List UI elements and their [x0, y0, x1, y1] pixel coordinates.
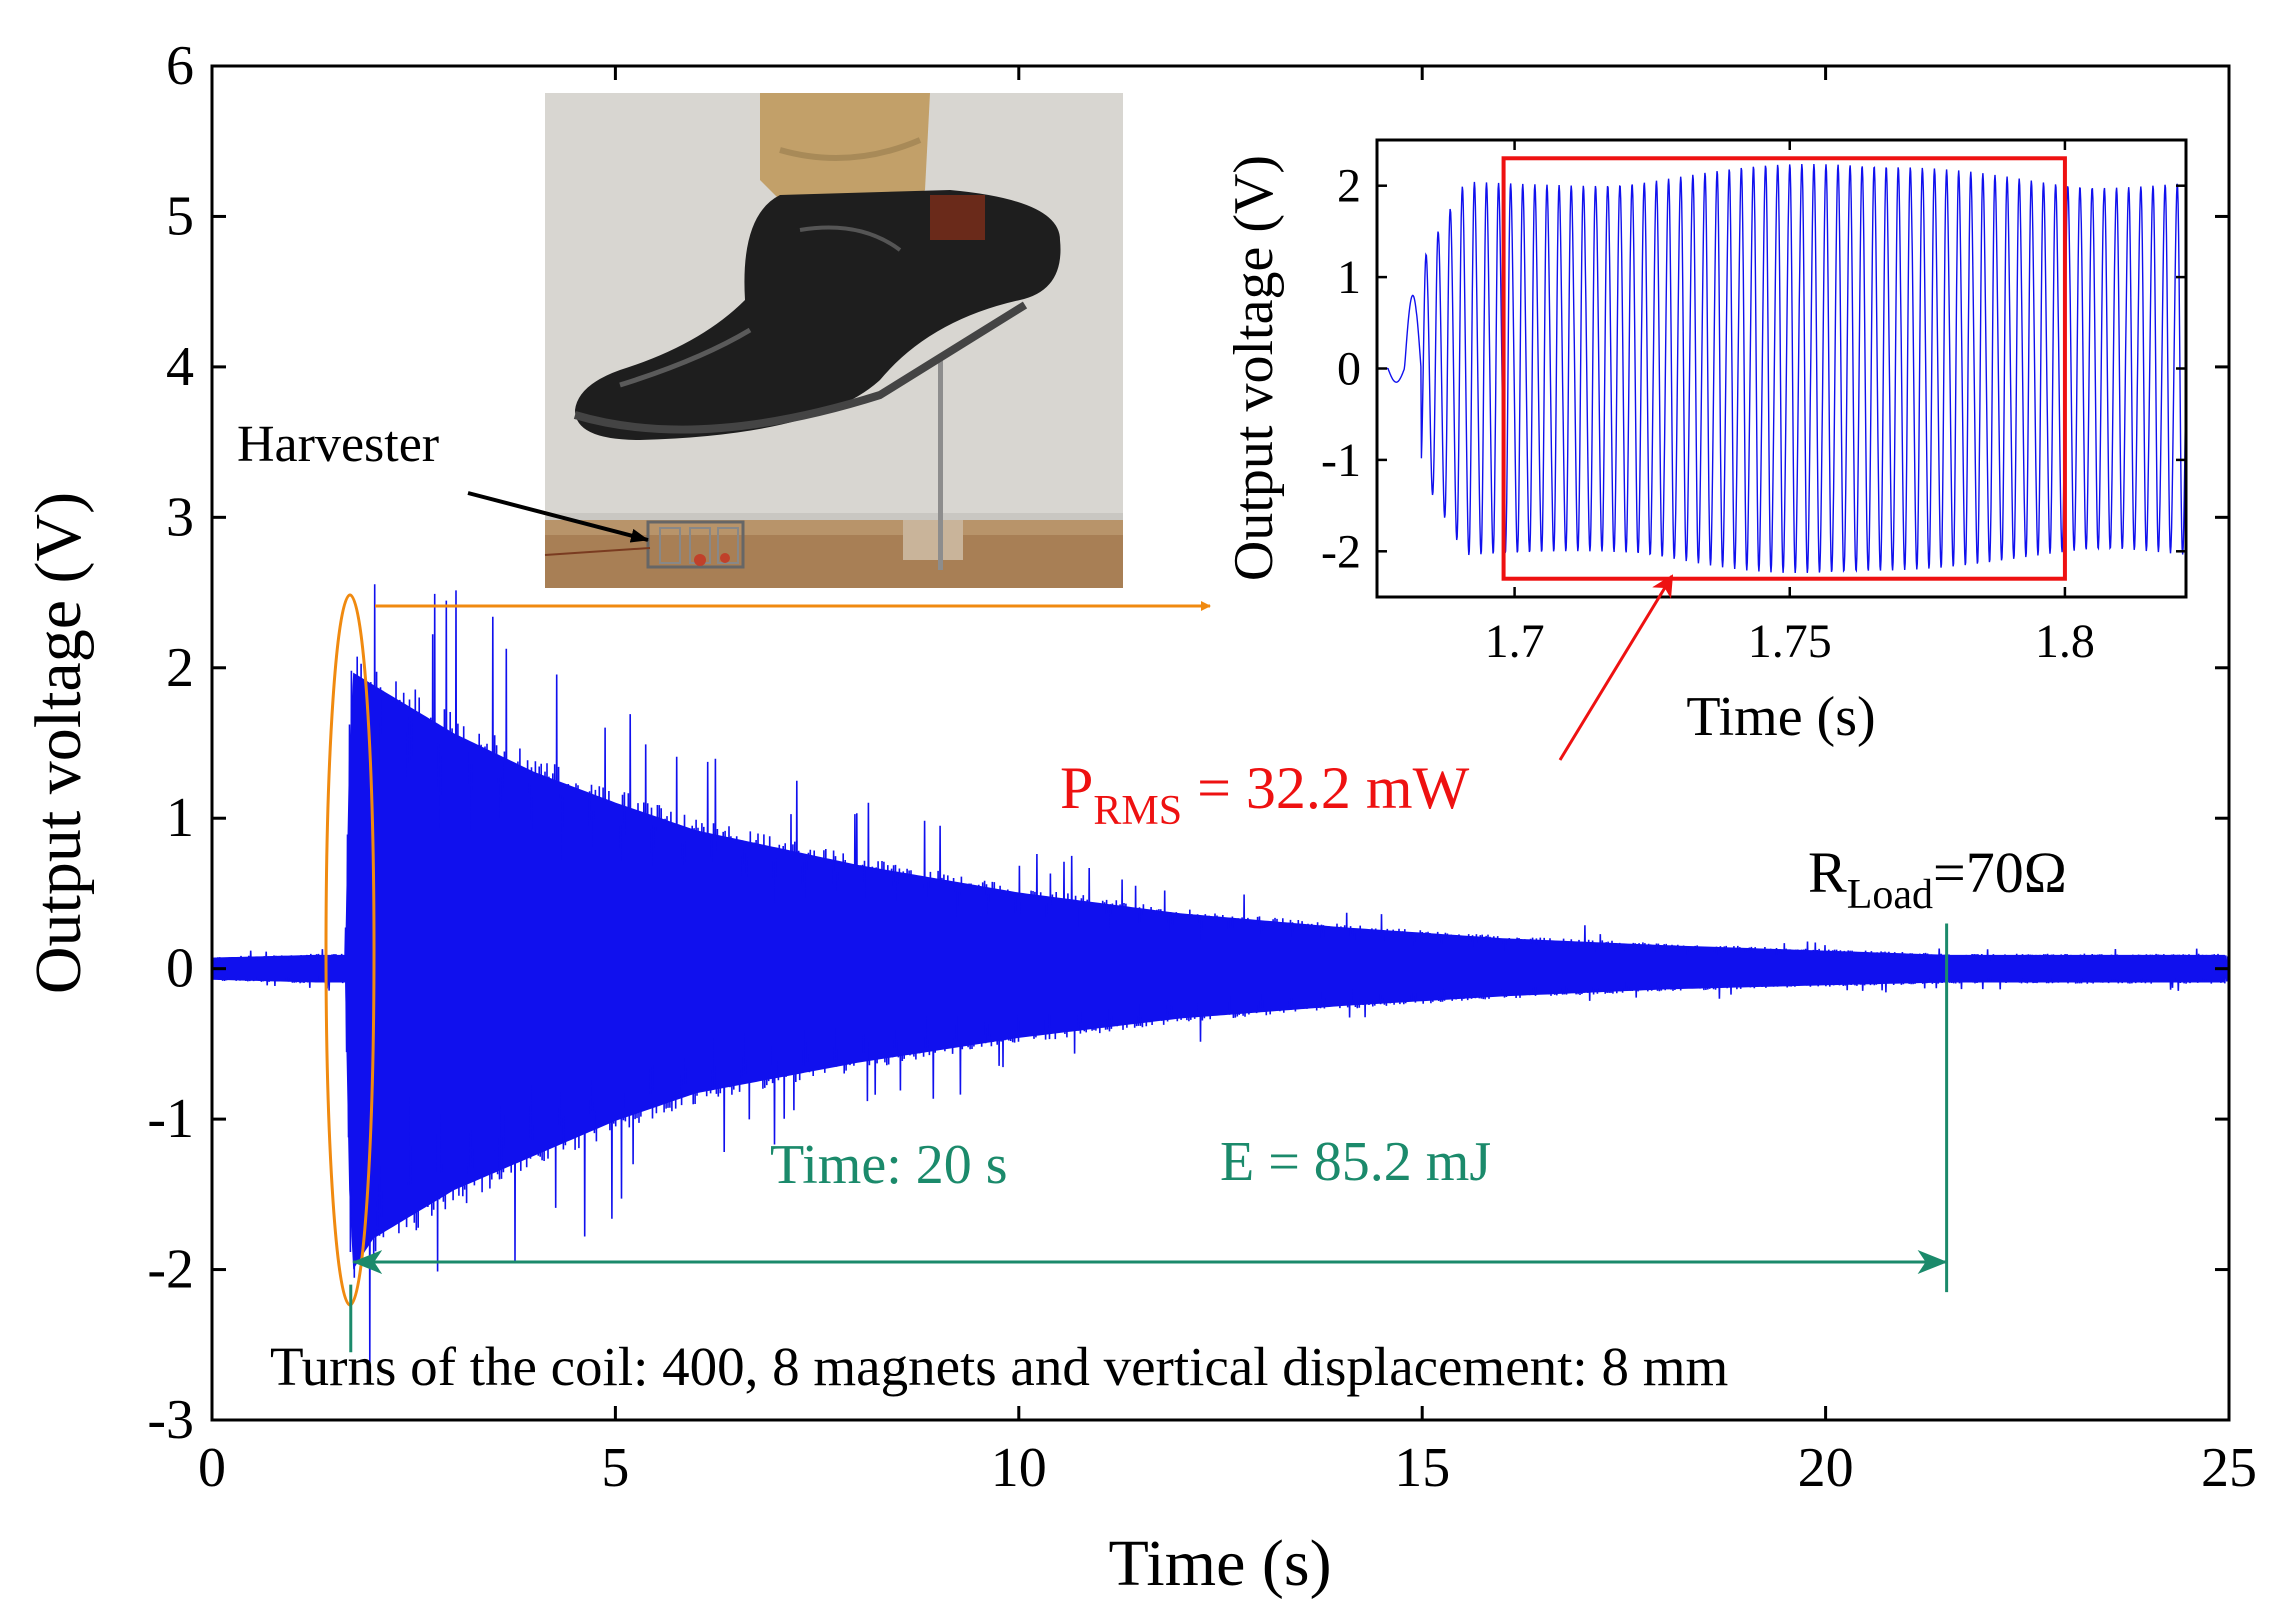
rms-window-box [1501, 156, 2067, 581]
main-y-axis-label: Output voltage (V) [22, 492, 95, 994]
main-axes-frame [210, 64, 2231, 1422]
harvester-photo [544, 93, 1123, 588]
rload-annotation: RLoad=70Ω [1808, 840, 2067, 918]
inset-x-tick-label: 1.75 [1748, 615, 1832, 668]
duration-label: Time: 20 s [770, 1134, 1008, 1196]
inset-y-tick-label: 0 [1337, 343, 1361, 396]
power-annotation: PRMS = 32.2 mW [1060, 755, 1470, 834]
inset-y-tick-label: 2 [1337, 160, 1361, 213]
main-y-tick-label: 5 [166, 185, 194, 247]
main-x-ticks: 0 5 10 15 20 25 [198, 66, 2257, 1499]
inset-signal [1377, 164, 2186, 574]
main-signal [212, 584, 2229, 1370]
main-x-tick-label: 5 [601, 1437, 629, 1499]
experiment-caption: Turns of the coil: 400, 8 magnets and ve… [270, 1336, 1728, 1397]
main-x-tick-label: 20 [1798, 1437, 1854, 1499]
main-x-tick-label: 10 [991, 1437, 1047, 1499]
main-y-tick-label: 0 [166, 938, 194, 1000]
inset-x-tick-label: 1.8 [2035, 615, 2095, 668]
main-y-tick-label: 3 [166, 486, 194, 548]
main-x-tick-label: 25 [2201, 1437, 2257, 1499]
inset-y-tick-label: 1 [1337, 251, 1361, 304]
energy-label: E = 85.2 mJ [1220, 1131, 1491, 1193]
inset-x-ticks: 1.7 1.75 1.8 [1485, 140, 2095, 668]
signal-trace [212, 584, 2229, 1370]
harvester-device [544, 520, 745, 569]
main-y-ticks: -3 -2 -1 0 1 2 3 4 5 6 [147, 35, 2229, 1451]
main-x-tick-label: 15 [1394, 1437, 1450, 1499]
inset-y-ticks: -2 -1 0 1 2 [1321, 160, 2186, 578]
inset-x-tick-label: 1.7 [1485, 615, 1545, 668]
main-y-tick-label: -3 [147, 1389, 194, 1451]
inset-x-axis-label: Time (s) [1686, 686, 1875, 748]
inset-trace [1377, 164, 2186, 574]
main-x-axis-label: Time (s) [1108, 1527, 1331, 1600]
inset-y-tick-label: -2 [1321, 525, 1361, 578]
main-y-tick-label: -1 [147, 1088, 194, 1150]
main-x-tick-label: 0 [198, 1437, 226, 1499]
main-y-tick-label: 2 [166, 637, 194, 699]
inset-y-tick-label: -1 [1321, 434, 1361, 487]
main-y-tick-label: 1 [166, 787, 194, 849]
harvester-label: Harvester [237, 416, 439, 473]
main-y-tick-label: -2 [147, 1239, 194, 1301]
main-y-tick-label: 4 [166, 336, 194, 398]
inset-y-axis-label: Output voltage (V) [1223, 155, 1285, 581]
power-arrow [1558, 574, 1674, 761]
harvester-arrow [467, 491, 649, 543]
main-y-tick-label: 6 [166, 35, 194, 97]
